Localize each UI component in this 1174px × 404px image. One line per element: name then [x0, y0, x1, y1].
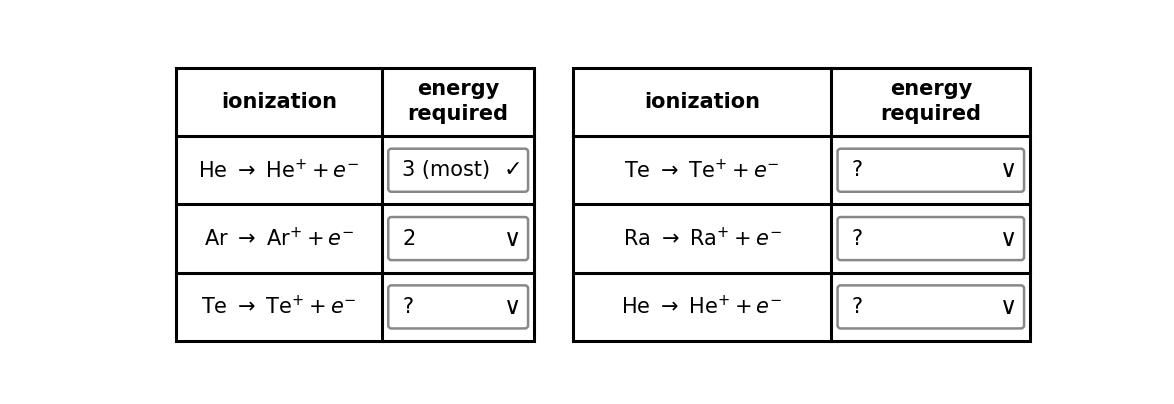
- Text: ∨: ∨: [504, 295, 521, 319]
- Text: $\mathrm{Te}\ {\rightarrow}\ \mathrm{Te}^{+}+e^{-}$: $\mathrm{Te}\ {\rightarrow}\ \mathrm{Te}…: [625, 159, 780, 182]
- Text: ionization: ionization: [645, 92, 761, 112]
- Bar: [176, 68, 534, 341]
- Text: $\mathrm{He}\ {\rightarrow}\ \mathrm{He}^{+}+e^{-}$: $\mathrm{He}\ {\rightarrow}\ \mathrm{He}…: [621, 295, 783, 319]
- FancyBboxPatch shape: [837, 217, 1024, 260]
- Text: energy
required: energy required: [880, 80, 981, 124]
- Text: ?: ?: [851, 160, 863, 180]
- Text: $\mathrm{Ar}\ {\rightarrow}\ \mathrm{Ar}^{+}+e^{-}$: $\mathrm{Ar}\ {\rightarrow}\ \mathrm{Ar}…: [204, 227, 355, 250]
- Text: ✓: ✓: [504, 160, 522, 180]
- FancyBboxPatch shape: [837, 285, 1024, 328]
- FancyBboxPatch shape: [837, 149, 1024, 192]
- Text: ionization: ionization: [221, 92, 337, 112]
- Text: $\mathrm{He}\ {\rightarrow}\ \mathrm{He}^{+}+e^{-}$: $\mathrm{He}\ {\rightarrow}\ \mathrm{He}…: [198, 159, 360, 182]
- Text: 3 (most): 3 (most): [403, 160, 491, 180]
- Text: ?: ?: [403, 297, 413, 317]
- Text: ∨: ∨: [1000, 227, 1017, 250]
- Bar: [573, 68, 1031, 341]
- Text: 2: 2: [403, 229, 416, 248]
- FancyBboxPatch shape: [389, 285, 528, 328]
- Text: ∨: ∨: [504, 227, 521, 250]
- Text: $\mathrm{Ra}\ {\rightarrow}\ \mathrm{Ra}^{+}+e^{-}$: $\mathrm{Ra}\ {\rightarrow}\ \mathrm{Ra}…: [622, 227, 782, 250]
- FancyBboxPatch shape: [389, 217, 528, 260]
- Text: ∨: ∨: [1000, 295, 1017, 319]
- Text: ?: ?: [851, 297, 863, 317]
- Text: $\mathrm{Te}\ {\rightarrow}\ \mathrm{Te}^{+}+e^{-}$: $\mathrm{Te}\ {\rightarrow}\ \mathrm{Te}…: [201, 295, 357, 319]
- Text: energy
required: energy required: [407, 80, 508, 124]
- FancyBboxPatch shape: [389, 149, 528, 192]
- Text: ?: ?: [851, 229, 863, 248]
- Text: ∨: ∨: [1000, 158, 1017, 182]
